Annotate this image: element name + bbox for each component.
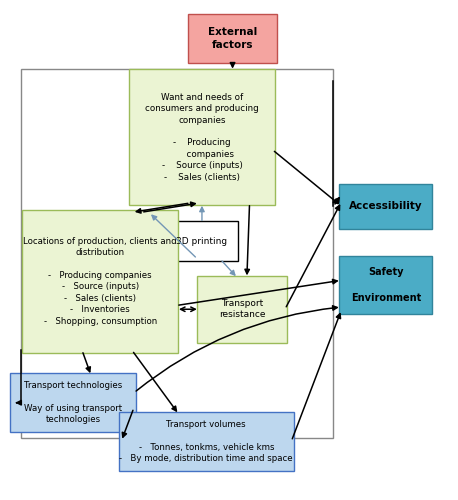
FancyBboxPatch shape (166, 220, 238, 262)
FancyBboxPatch shape (339, 184, 432, 228)
Text: 3D printing: 3D printing (176, 236, 228, 246)
FancyBboxPatch shape (22, 210, 178, 352)
FancyBboxPatch shape (197, 276, 287, 342)
Text: Locations of production, clients and
distribution

-   Producing companies
-   S: Locations of production, clients and dis… (23, 236, 177, 326)
Text: Transport
resistance: Transport resistance (219, 299, 266, 320)
Text: Transport technologies

Way of using transport
technologies: Transport technologies Way of using tran… (24, 381, 122, 424)
Text: Safety

Environment: Safety Environment (351, 268, 421, 303)
FancyBboxPatch shape (339, 256, 432, 314)
Text: Transport volumes

-   Tonnes, tonkms, vehicle kms
-   By mode, distribution tim: Transport volumes - Tonnes, tonkms, vehi… (120, 420, 293, 463)
Text: Accessibility: Accessibility (349, 202, 423, 211)
FancyBboxPatch shape (130, 69, 274, 205)
Bar (21, 69, 333, 438)
FancyBboxPatch shape (10, 374, 136, 432)
Text: External
factors: External factors (208, 28, 257, 50)
Text: Want and needs of
consumers and producing
companies

-    Producing
      compan: Want and needs of consumers and producin… (145, 92, 259, 182)
FancyBboxPatch shape (119, 412, 294, 470)
FancyBboxPatch shape (188, 14, 277, 63)
